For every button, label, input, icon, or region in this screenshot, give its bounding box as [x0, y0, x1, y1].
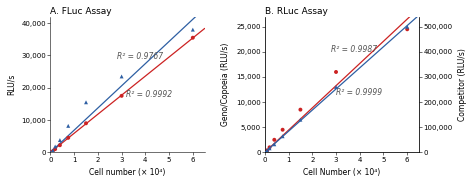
Text: R² = 0.9992: R² = 0.9992 — [127, 91, 173, 99]
Point — [261, 151, 269, 154]
Point — [266, 147, 273, 150]
Point — [271, 138, 278, 141]
Point — [264, 149, 271, 152]
Point — [189, 28, 197, 31]
Point — [189, 36, 197, 39]
Point — [51, 148, 59, 151]
Y-axis label: Geno/Copoeia (RLU/s): Geno/Copoeia (RLU/s) — [221, 43, 230, 126]
Point — [82, 101, 90, 104]
Text: R² = 0.9987: R² = 0.9987 — [331, 45, 377, 54]
Y-axis label: RLU/s: RLU/s — [7, 74, 16, 95]
Text: R² = 0.9999: R² = 0.9999 — [336, 88, 382, 97]
Point — [403, 28, 411, 31]
Point — [118, 75, 126, 78]
Point — [49, 150, 56, 153]
Point — [279, 128, 286, 131]
Point — [279, 135, 286, 138]
Y-axis label: Competitor (RLU/s): Competitor (RLU/s) — [458, 48, 467, 121]
Point — [264, 149, 271, 152]
Point — [261, 151, 269, 154]
Text: B. RLuc Assay: B. RLuc Assay — [265, 7, 328, 16]
Point — [332, 86, 340, 89]
Point — [49, 149, 56, 152]
Point — [46, 151, 54, 154]
Point — [118, 94, 126, 97]
Text: R² = 0.9767: R² = 0.9767 — [117, 52, 163, 61]
Point — [56, 139, 64, 141]
Point — [403, 25, 411, 28]
X-axis label: Cell Number (× 10⁴): Cell Number (× 10⁴) — [303, 168, 381, 177]
Point — [51, 145, 59, 148]
Point — [56, 144, 64, 147]
Point — [64, 136, 72, 139]
Point — [82, 122, 90, 125]
Point — [271, 143, 278, 146]
Point — [46, 151, 54, 154]
Point — [64, 124, 72, 127]
Text: A. FLuc Assay: A. FLuc Assay — [50, 7, 112, 16]
Point — [297, 118, 304, 121]
X-axis label: Cell number (× 10⁴): Cell number (× 10⁴) — [90, 168, 166, 177]
Point — [297, 108, 304, 111]
Point — [266, 146, 273, 149]
Point — [332, 70, 340, 73]
